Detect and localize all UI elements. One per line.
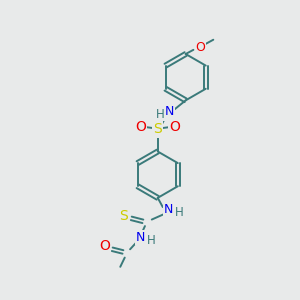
Text: O: O	[135, 120, 146, 134]
Text: S: S	[119, 209, 128, 223]
Text: O: O	[196, 41, 206, 54]
Text: N: N	[136, 231, 146, 244]
Text: H: H	[156, 107, 165, 121]
Text: H: H	[175, 206, 183, 219]
Text: O: O	[169, 120, 180, 134]
Text: N: N	[164, 203, 173, 216]
Text: H: H	[147, 235, 156, 248]
Text: O: O	[99, 239, 110, 253]
Text: N: N	[165, 105, 174, 118]
Text: S: S	[153, 122, 162, 136]
